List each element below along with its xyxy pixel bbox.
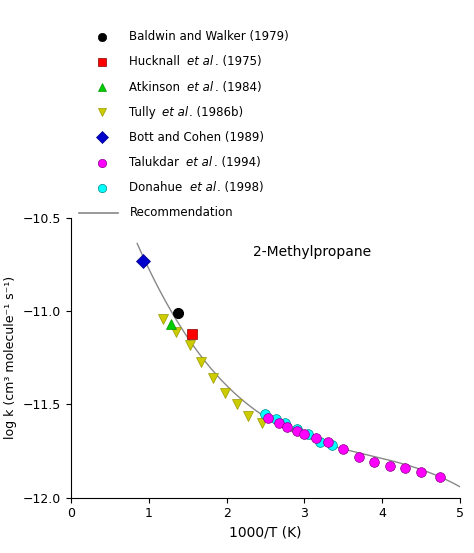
Y-axis label: log k (cm³ molecule⁻¹ s⁻¹): log k (cm³ molecule⁻¹ s⁻¹): [4, 276, 18, 440]
Text: Talukdar: Talukdar: [129, 156, 183, 169]
Text: . (1994): . (1994): [214, 156, 261, 169]
Text: et al: et al: [187, 55, 213, 69]
Text: Atkinson: Atkinson: [129, 81, 184, 93]
Text: Hucknall: Hucknall: [129, 55, 184, 69]
Text: . (1998): . (1998): [218, 181, 264, 194]
Text: 2-Methylpropane: 2-Methylpropane: [253, 244, 371, 259]
Text: Tully: Tully: [129, 106, 160, 119]
Text: Baldwin and Walker (1979): Baldwin and Walker (1979): [129, 30, 289, 43]
Text: Donahue: Donahue: [129, 181, 186, 194]
Text: et al: et al: [186, 156, 212, 169]
Text: Recommendation: Recommendation: [129, 206, 233, 220]
Text: et al: et al: [190, 181, 216, 194]
Text: . (1984): . (1984): [215, 81, 262, 93]
Text: . (1975): . (1975): [215, 55, 262, 69]
Text: Bott and Cohen (1989): Bott and Cohen (1989): [129, 131, 264, 144]
X-axis label: 1000/T (K): 1000/T (K): [229, 526, 301, 540]
Text: . (1986b): . (1986b): [189, 106, 244, 119]
Text: et al: et al: [187, 81, 213, 93]
Text: et al: et al: [162, 106, 188, 119]
